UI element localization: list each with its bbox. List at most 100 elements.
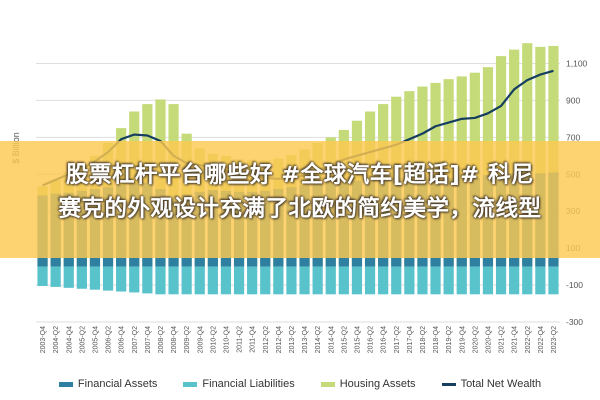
x-axis-ticks: 2003-Q4 2004-Q2 2004-Q4 2005-Q2 2005-Q4 2006-… <box>40 326 558 353</box>
caption-line-1: 股票杠杆平台哪些好 #全球汽车[超话]# 科尼 <box>66 162 534 188</box>
financial-liabilities-bar <box>456 266 467 295</box>
x-tick-label: 2006-Q2 <box>106 326 113 353</box>
financial-liabilities-bar <box>286 266 297 295</box>
x-tick-label: 2012-Q4 <box>276 326 283 353</box>
x-tick-label: 2013-Q4 <box>302 326 309 353</box>
financial-liabilities-bar <box>89 266 101 290</box>
y-tick-label: 900 <box>566 95 580 105</box>
x-tick-label: 2014-Q4 <box>328 326 335 353</box>
financial-liabilities-bar <box>378 266 389 295</box>
legend-label: Total Net Wealth <box>460 378 542 390</box>
financial-liabilities-bar <box>430 266 441 295</box>
financial-liabilities-bar <box>325 266 336 295</box>
financial-liabilities-bar <box>194 266 205 295</box>
financial-liabilities-bar <box>535 266 546 295</box>
x-tick-label: 2009-Q2 <box>184 326 191 353</box>
x-tick-label: 2013-Q2 <box>289 326 296 353</box>
total-net-wealth-swatch <box>441 382 456 386</box>
x-tick-label: 2022-Q2 <box>525 326 532 353</box>
y-tick-label: -300 <box>566 317 583 327</box>
financial-liabilities-bar <box>129 266 140 293</box>
financial-liabilities-swatch <box>183 381 198 387</box>
legend-item-housing-assets: Housing Assets <box>320 378 416 390</box>
financial-liabilities-bar <box>522 266 533 295</box>
financial-liabilities-bar <box>312 266 323 295</box>
financial-liabilities-bar <box>495 266 507 295</box>
x-tick-label: 2017-Q4 <box>407 326 414 353</box>
financial-liabilities-bar <box>338 266 349 295</box>
x-tick-label: 2004-Q2 <box>53 326 60 353</box>
x-tick-label: 2015-Q4 <box>354 326 361 353</box>
financial-liabilities-bar <box>469 266 480 295</box>
financial-liabilities-bar <box>391 266 402 295</box>
financial-liabilities-bar <box>247 266 258 295</box>
financial-liabilities-bar <box>509 266 520 295</box>
x-tick-label: 2011-Q4 <box>250 326 257 353</box>
financial-liabilities-bar <box>404 266 415 295</box>
financial-liabilities-bar <box>76 266 87 289</box>
caption-text: 股票杠杆平台哪些好 #全球汽车[超话]# 科尼 赛克的外观设计充满了北欧的简约美… <box>0 158 600 226</box>
legend-label: Financial Assets <box>77 378 158 390</box>
x-tick-label: 2008-Q4 <box>171 326 178 353</box>
financial-liabilities-bar <box>299 266 310 295</box>
x-tick-label: 2006-Q4 <box>119 326 126 353</box>
financial-liabilities-bar <box>364 266 376 295</box>
caption-banner <box>0 141 600 258</box>
x-tick-label: 2019-Q2 <box>446 326 453 353</box>
financial-liabilities-bar <box>273 266 284 295</box>
financial-liabilities-bar <box>50 266 61 287</box>
x-tick-label: 2020-Q4 <box>485 326 492 353</box>
legend: Financial Assets Financial Liabilities H… <box>0 374 600 394</box>
x-tick-label: 2007-Q4 <box>145 326 152 353</box>
financial-liabilities-bar <box>37 266 48 286</box>
y-tick-label: -100 <box>566 280 583 290</box>
x-tick-label: 2019-Q4 <box>459 326 466 353</box>
financial-liabilities-bar <box>116 266 127 292</box>
financial-liabilities-bar <box>181 266 192 295</box>
legend-item-financial-assets: Financial Assets <box>58 378 158 390</box>
financial-liabilities-bar <box>207 266 218 295</box>
financial-liabilities-bar <box>168 266 179 295</box>
financial-liabilities-bar <box>220 266 232 295</box>
x-tick-label: 2005-Q4 <box>92 326 99 353</box>
x-tick-label: 2008-Q2 <box>158 326 165 353</box>
financial-liabilities-bar <box>548 266 559 295</box>
x-tick-label: 2012-Q2 <box>263 326 270 353</box>
financial-assets-swatch <box>58 381 73 387</box>
financial-liabilities-bar <box>351 266 363 295</box>
housing-assets-swatch <box>320 381 335 387</box>
x-tick-label: 2009-Q4 <box>197 326 204 353</box>
x-tick-label: 2021-Q2 <box>499 326 506 353</box>
x-tick-label: 2015-Q2 <box>341 326 348 353</box>
x-tick-label: 2022-Q4 <box>538 326 545 353</box>
y-tick-label: 1,100 <box>566 58 588 68</box>
x-tick-label: 2016-Q4 <box>381 326 388 353</box>
legend-label: Financial Liabilities <box>202 378 295 390</box>
x-tick-label: 2005-Q2 <box>79 326 86 353</box>
x-tick-label: 2023-Q2 <box>551 326 558 353</box>
x-tick-label: 2007-Q2 <box>132 326 139 353</box>
financial-liabilities-bar <box>482 266 494 295</box>
x-tick-label: 2021-Q4 <box>512 326 519 353</box>
x-tick-label: 2017-Q2 <box>394 326 401 353</box>
legend-item-financial-liabilities: Financial Liabilities <box>183 378 295 390</box>
financial-liabilities-bar <box>142 266 153 294</box>
x-tick-label: 2018-Q4 <box>433 326 440 353</box>
x-tick-label: 2011-Q2 <box>237 326 244 353</box>
caption-line-2: 赛克的外观设计充满了北欧的简约美学，流线型 <box>58 196 542 222</box>
x-tick-label: 2018-Q2 <box>420 326 427 353</box>
financial-liabilities-bar <box>233 266 245 295</box>
financial-liabilities-bar <box>260 266 271 295</box>
x-tick-label: 2020-Q2 <box>472 326 479 353</box>
x-tick-label: 2010-Q4 <box>223 326 230 353</box>
financial-liabilities-bar <box>102 266 114 291</box>
x-tick-label: 2010-Q2 <box>210 326 217 353</box>
financial-liabilities-bar <box>155 266 166 295</box>
financial-liabilities-bar <box>443 266 454 295</box>
x-tick-label: 2016-Q2 <box>368 326 375 353</box>
x-tick-label: 2003-Q4 <box>40 326 47 353</box>
x-tick-label: 2004-Q4 <box>66 326 73 353</box>
financial-liabilities-bar <box>63 266 74 288</box>
legend-label: Housing Assets <box>339 378 416 390</box>
financial-liabilities-bar <box>417 266 428 295</box>
